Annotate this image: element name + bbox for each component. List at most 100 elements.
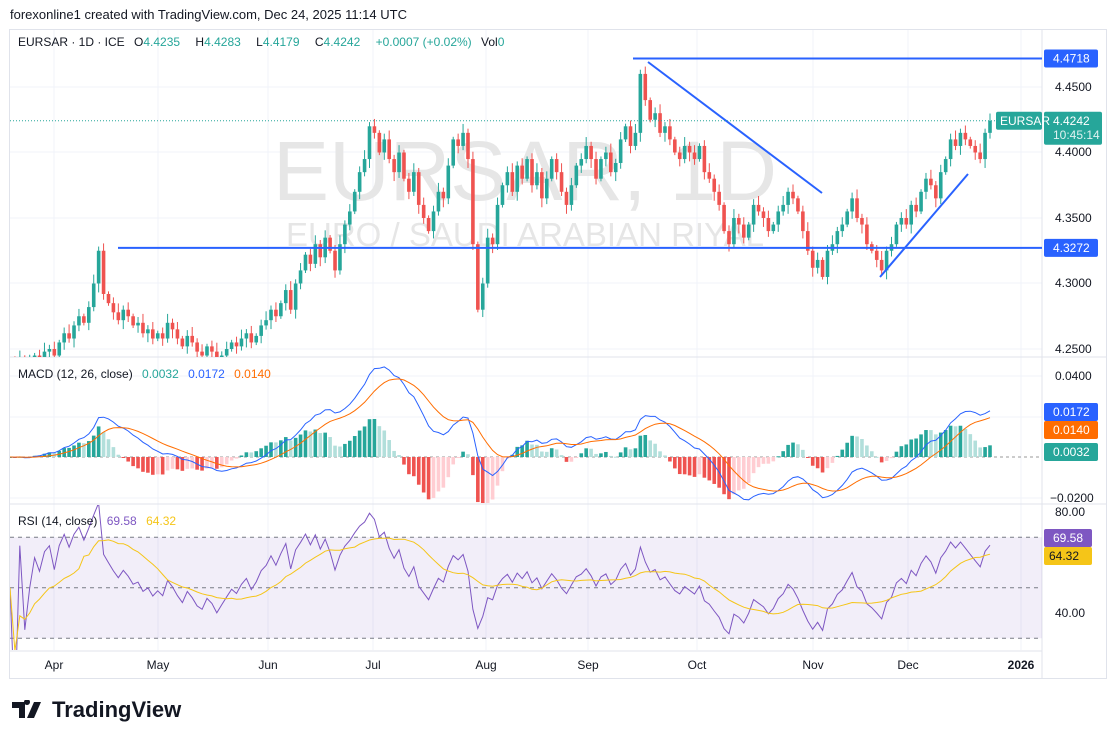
candle-body [279, 303, 283, 317]
macd-histogram-bar [988, 445, 992, 457]
tradingview-logo[interactable]: TradingView [12, 697, 181, 723]
candle-body [343, 224, 347, 245]
candle-body [865, 224, 869, 245]
candle-body [810, 250, 815, 268]
macd-histogram-bar [855, 436, 859, 457]
candle-body [106, 293, 111, 304]
macd-histogram-bar [357, 430, 362, 457]
macd-histogram-bar [101, 432, 106, 457]
candle-body [471, 159, 475, 245]
macd-histogram-bar [791, 442, 795, 457]
candle-body [397, 152, 401, 173]
chart-frame [9, 29, 1107, 679]
macd-histogram-bar [190, 457, 195, 469]
price-axis-label: 4.3500 [1055, 211, 1092, 225]
macd-pane [10, 366, 1042, 503]
macd-histogram-bar [845, 442, 849, 457]
candle-body [352, 191, 357, 212]
candle-body [791, 191, 795, 199]
macd-histogram-bar [840, 449, 845, 457]
candle-body [86, 307, 91, 323]
macd-histogram-bar [431, 457, 436, 498]
candle-body [239, 338, 244, 347]
candle-body [377, 132, 382, 153]
candle-body [510, 172, 515, 192]
macd-histogram-bar [436, 457, 441, 492]
macd-histogram-bar [766, 457, 771, 464]
macd-histogram-bar [377, 426, 382, 457]
macd-histogram-bar [668, 457, 672, 462]
candle-body [274, 309, 278, 317]
candle-body [485, 237, 490, 284]
candle-body [549, 159, 554, 179]
macd-title[interactable]: MACD (12, 26, close) [18, 367, 133, 381]
candle-body [136, 322, 140, 326]
signal-tag: 0.0140 [1053, 423, 1090, 437]
tradingview-logo-icon [12, 700, 41, 718]
macd-histogram-bar [673, 457, 677, 469]
symbol-info[interactable]: EURSAR · 1D · ICE [18, 35, 125, 49]
candle-body [82, 316, 86, 323]
macd-histogram-bar [397, 455, 401, 457]
macd-histogram-bar [283, 437, 288, 457]
macd-histogram-bar [313, 429, 318, 457]
macd-histogram-bar [288, 440, 293, 457]
macd-histogram-bar [382, 430, 387, 457]
macd-legend: MACD (12, 26, close) 0.0032 0.0172 0.014… [18, 367, 277, 381]
candle-body [948, 139, 953, 160]
macd-histogram-bar [480, 457, 485, 503]
macd-histogram-bar [146, 457, 150, 473]
candle-body [535, 172, 539, 186]
macd-histogram-bar [535, 444, 539, 457]
macd-histogram-bar [224, 457, 229, 465]
macd-histogram-bar [663, 455, 667, 457]
macd-histogram-bar [510, 454, 515, 457]
candle-body [741, 224, 746, 238]
macd-histogram-bar [569, 457, 574, 462]
macd-histogram-bar [810, 457, 815, 466]
macd-histogram-bar [328, 437, 332, 457]
macd-histogram-bar [402, 457, 406, 465]
macd-histogram-bar [106, 439, 111, 457]
macd-histogram-bar [938, 432, 943, 457]
macd-histogram-bar [471, 457, 475, 476]
macd-histogram-bar [609, 455, 613, 457]
candle-body [978, 152, 982, 160]
macd-histogram-bar [594, 453, 598, 457]
candle-body [249, 333, 254, 343]
candle-body [983, 132, 987, 160]
time-axis-label: Sep [577, 658, 599, 672]
candle-body [648, 100, 653, 120]
macd-histogram-bar [712, 457, 717, 484]
candle-body [200, 351, 204, 356]
candle-body [618, 139, 623, 163]
time-axis-label: Jun [258, 658, 277, 672]
macd-histogram-bar [554, 449, 559, 457]
macd-histogram-bar [264, 445, 268, 457]
macd-histogram-bar [67, 447, 71, 457]
candle-body [372, 126, 377, 133]
candle-body [131, 316, 135, 326]
macd-histogram-bar [421, 457, 426, 493]
time-axis-label: Apr [45, 658, 64, 672]
macd-histogram-bar [155, 457, 160, 475]
macd-histogram-bar [746, 457, 751, 483]
candle-body [919, 191, 923, 212]
candle-body [387, 139, 391, 160]
descending-trendline [647, 61, 823, 194]
macd-histogram-bar [362, 426, 367, 457]
rsi-title[interactable]: RSI (14, close) [18, 514, 98, 528]
candle-body [613, 162, 618, 173]
macd-histogram-bar [323, 432, 327, 457]
macd-histogram-bar [215, 457, 219, 469]
macd-histogram-bar [175, 457, 180, 470]
macd-axis-label: −0.0200 [1050, 491, 1094, 505]
macd-histogram-bar [884, 457, 889, 461]
price-axis-label: 4.2500 [1055, 342, 1092, 356]
candle-body [421, 204, 426, 218]
candle-body [751, 204, 756, 225]
rsi-tag: 69.58 [1053, 531, 1083, 545]
candle-body [737, 218, 741, 225]
candle-body [653, 113, 657, 120]
